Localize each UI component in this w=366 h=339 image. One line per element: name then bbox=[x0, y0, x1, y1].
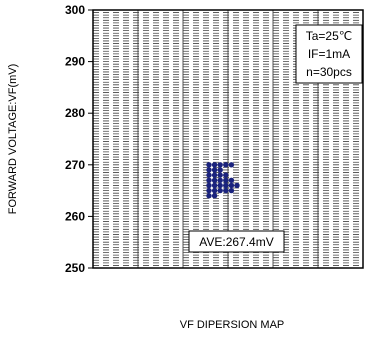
condition-temperature: Ta=25℃ bbox=[306, 29, 353, 43]
data-point bbox=[228, 162, 235, 168]
data-point bbox=[211, 182, 218, 189]
conditions-box: Ta=25℃ IF=1mA n=30pcs bbox=[295, 24, 363, 84]
data-point bbox=[211, 172, 218, 178]
data-point bbox=[228, 177, 235, 183]
data-point bbox=[217, 172, 223, 178]
data-point bbox=[223, 182, 229, 189]
data-point bbox=[211, 187, 218, 194]
data-point bbox=[211, 193, 218, 199]
data-point bbox=[234, 182, 240, 189]
data-point bbox=[206, 172, 212, 178]
x-axis-label: VF DIPERSION MAP bbox=[180, 319, 285, 331]
data-point bbox=[217, 177, 223, 183]
data-point bbox=[211, 167, 218, 173]
data-point bbox=[223, 177, 229, 183]
data-point bbox=[206, 193, 212, 199]
data-point bbox=[228, 187, 235, 194]
y-tick-label: 270 bbox=[65, 158, 85, 172]
y-axis-label: FORWARD VOLTAGE:VF(mV) bbox=[7, 64, 19, 215]
average-box: AVE:267.4mV bbox=[188, 230, 285, 253]
condition-sample-count: n=30pcs bbox=[306, 65, 352, 79]
condition-current: IF=1mA bbox=[308, 47, 350, 61]
data-point bbox=[217, 162, 223, 168]
data-points bbox=[206, 162, 240, 199]
data-point bbox=[206, 182, 212, 189]
data-point bbox=[206, 167, 212, 173]
data-point bbox=[223, 187, 229, 194]
data-point bbox=[217, 182, 223, 189]
data-point bbox=[206, 162, 212, 168]
data-point bbox=[217, 167, 223, 173]
data-point bbox=[223, 172, 229, 178]
y-tick-label: 260 bbox=[65, 209, 85, 223]
data-point bbox=[217, 187, 223, 194]
data-point bbox=[206, 177, 212, 183]
data-point bbox=[206, 187, 212, 194]
data-point bbox=[211, 177, 218, 183]
plot-area-border bbox=[92, 9, 364, 269]
y-tick-label: 300 bbox=[65, 3, 85, 17]
data-point bbox=[211, 162, 218, 168]
y-tick-label: 290 bbox=[65, 55, 85, 69]
y-tick-label: 280 bbox=[65, 106, 85, 120]
y-tick-label: 250 bbox=[65, 261, 85, 275]
data-point bbox=[223, 162, 229, 168]
data-point bbox=[228, 182, 235, 189]
y-axis-ticks: 250 260 270 280 290 300 bbox=[65, 3, 93, 275]
average-label: AVE:267.4mV bbox=[199, 235, 273, 249]
